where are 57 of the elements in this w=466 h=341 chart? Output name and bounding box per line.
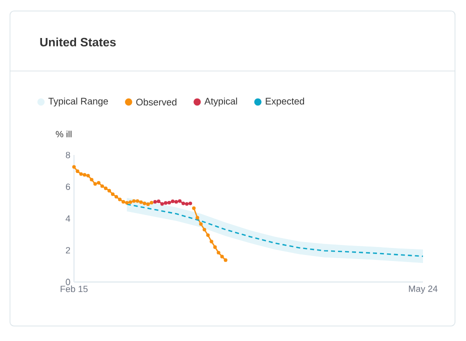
point (192, 206, 196, 210)
point (125, 200, 129, 205)
y-tick-label: 2 (66, 247, 70, 254)
point (181, 202, 186, 206)
point (104, 186, 108, 190)
point (224, 258, 228, 262)
y-tick-label: 8 (66, 152, 70, 158)
point (150, 200, 154, 204)
x-tick-label: May 24 (408, 286, 438, 294)
point (146, 202, 150, 206)
legend-label: Observed (136, 98, 176, 106)
legend-label: Typical Range (48, 98, 108, 106)
point (199, 222, 203, 226)
y-tick-label: 6 (66, 184, 70, 190)
point (206, 233, 210, 237)
point (185, 202, 189, 206)
point (79, 172, 83, 176)
point (122, 200, 126, 204)
point (110, 192, 115, 196)
point (82, 173, 86, 177)
point (160, 202, 164, 206)
point (139, 200, 143, 204)
point (114, 194, 118, 199)
point (167, 200, 171, 204)
point (93, 182, 97, 186)
legend-label: Expected (266, 98, 304, 106)
point (128, 200, 132, 204)
point (174, 200, 178, 204)
point (136, 199, 140, 203)
point (107, 188, 112, 193)
point (188, 202, 192, 206)
point (202, 228, 206, 232)
point (170, 200, 175, 204)
x-tick-label: Feb 15 (60, 286, 88, 292)
point (216, 250, 220, 254)
point (220, 254, 224, 258)
point (164, 201, 168, 205)
point (76, 169, 80, 174)
y-tick-label: 4 (66, 215, 70, 222)
point (178, 199, 182, 203)
point (156, 200, 160, 204)
point (96, 180, 100, 185)
point (100, 184, 104, 188)
point (72, 165, 76, 169)
point (210, 240, 214, 244)
point (153, 200, 157, 204)
y-tick-label: 0 (66, 278, 70, 286)
point (132, 199, 136, 203)
legend-label: Atypical (204, 98, 238, 106)
chart-title: United States (40, 38, 116, 46)
point (118, 198, 122, 202)
point (196, 216, 200, 220)
point (213, 245, 217, 249)
point (86, 174, 90, 178)
point (90, 178, 94, 182)
y-axis-title: % ill (56, 130, 72, 138)
point (142, 202, 146, 206)
